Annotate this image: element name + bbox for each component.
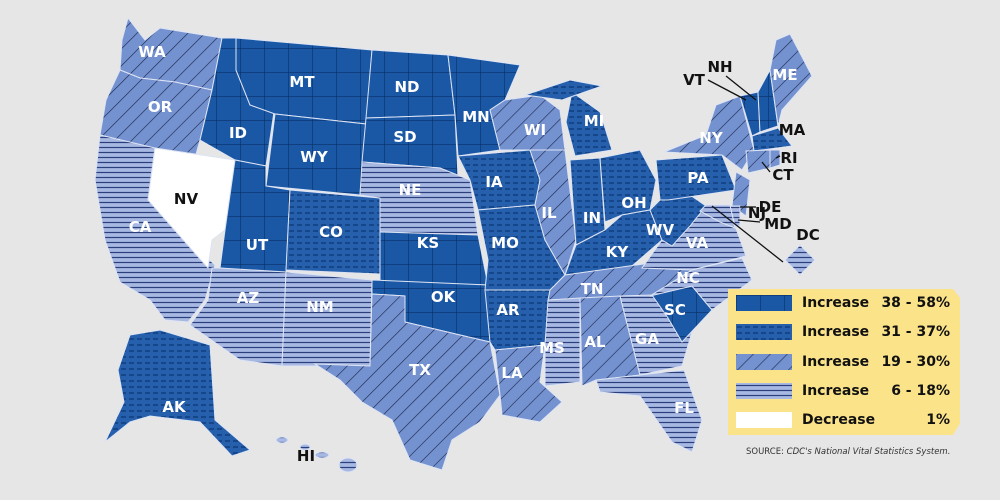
- state-mi: [565, 91, 613, 157]
- legend-label: Decrease: [802, 412, 876, 428]
- label-id: ID: [229, 124, 247, 142]
- label-az: AZ: [237, 289, 260, 307]
- state-ak: [104, 329, 251, 457]
- label-mo: MO: [491, 234, 519, 252]
- legend-item: Decrease 1%: [736, 409, 950, 431]
- label-wv: WV: [646, 221, 675, 239]
- label-me: ME: [772, 66, 797, 84]
- label-co: CO: [319, 223, 343, 241]
- label-hi: HI: [297, 447, 315, 465]
- state-me: [769, 33, 813, 127]
- label-dc: DC: [796, 226, 819, 244]
- label-ak: AK: [162, 398, 187, 416]
- state-md: [699, 204, 736, 229]
- state-pa: [655, 154, 737, 201]
- label-vt: VT: [683, 71, 706, 89]
- label-la: LA: [501, 364, 523, 382]
- label-tx: TX: [409, 361, 431, 379]
- state-ny: [663, 95, 755, 171]
- label-nm: NM: [306, 298, 333, 316]
- state-tx: [313, 293, 501, 471]
- label-ok: OK: [431, 288, 457, 306]
- label-ca: CA: [129, 218, 152, 236]
- label-nv: NV: [174, 190, 199, 208]
- label-ri: RI: [780, 149, 797, 167]
- label-md: MD: [764, 215, 791, 233]
- label-nh: NH: [707, 58, 732, 76]
- state-nm: [281, 271, 373, 367]
- state-ri: [769, 149, 781, 169]
- label-leader-lines: [707, 75, 784, 263]
- state-fl: [595, 369, 703, 453]
- state-la: [494, 344, 563, 423]
- legend-range: 6 - 18%: [891, 383, 950, 399]
- legend-swatch-horizontal: [736, 383, 792, 399]
- label-ne: NE: [399, 181, 422, 199]
- legend-swatch-diagonal: [736, 354, 792, 370]
- label-oh: OH: [621, 194, 646, 212]
- legend-label: Increase: [802, 295, 870, 311]
- label-wi: WI: [524, 121, 546, 139]
- state-ct: [745, 149, 771, 174]
- legend-range: 38 - 58%: [881, 295, 950, 311]
- state-nj: [731, 171, 751, 217]
- label-nd: ND: [394, 78, 419, 96]
- state-in: [569, 157, 606, 246]
- label-ks: KS: [417, 234, 439, 252]
- state-il: [529, 149, 577, 277]
- legend-swatch-grid: [736, 295, 792, 311]
- source-note: SOURCE: CDC's National Vital Statistics …: [746, 447, 950, 457]
- legend-range: 31 - 37%: [881, 324, 950, 340]
- legend-range: 19 - 30%: [881, 354, 950, 370]
- state-ma: [751, 127, 793, 152]
- legend-item: Increase 19 - 30%: [736, 351, 950, 373]
- label-ms: MS: [539, 339, 565, 357]
- label-wy: WY: [300, 148, 329, 166]
- label-de: DE: [759, 198, 782, 216]
- label-ar: AR: [496, 301, 520, 319]
- label-sd: SD: [393, 128, 416, 146]
- label-in: IN: [583, 209, 601, 227]
- label-al: AL: [584, 333, 606, 351]
- label-ia: IA: [485, 173, 503, 191]
- legend: Increase 38 - 58% Increase 31 - 37% Incr…: [728, 289, 960, 435]
- state-dc-inset: [784, 244, 816, 276]
- state-mi-upper: [524, 79, 604, 101]
- source-text: CDC's National Vital Statistics System.: [786, 447, 951, 457]
- label-ga: GA: [635, 330, 659, 348]
- label-ut: UT: [246, 236, 269, 254]
- label-ky: KY: [606, 243, 630, 261]
- state-ms: [544, 297, 581, 387]
- legend-item: Increase 6 - 18%: [736, 380, 950, 402]
- legend-range: 1%: [926, 412, 950, 428]
- state-hi: [275, 436, 358, 473]
- legend-item: Increase 38 - 58%: [736, 292, 950, 314]
- legend-item: Increase 31 - 37%: [736, 321, 950, 343]
- label-mn: MN: [462, 108, 489, 126]
- label-ma: MA: [779, 121, 806, 139]
- label-pa: PA: [687, 169, 709, 187]
- legend-swatch-dashes: [736, 324, 792, 340]
- label-mt: MT: [289, 73, 315, 91]
- label-il: IL: [541, 204, 557, 222]
- label-va: VA: [686, 234, 709, 252]
- label-ny: NY: [699, 129, 724, 147]
- label-fl: FL: [674, 399, 694, 417]
- label-sc: SC: [664, 301, 686, 319]
- state-ga: [619, 294, 693, 376]
- label-ct: CT: [772, 166, 794, 184]
- legend-swatch-white: [736, 412, 792, 428]
- legend-label: Increase: [802, 354, 870, 370]
- label-wa: WA: [138, 43, 166, 61]
- legend-label: Increase: [802, 383, 870, 399]
- label-nc: NC: [676, 269, 700, 287]
- label-mi: MI: [584, 112, 605, 130]
- label-tn: TN: [581, 280, 604, 298]
- label-or: OR: [148, 98, 173, 116]
- legend-label: Increase: [802, 324, 870, 340]
- source-prefix: SOURCE:: [746, 447, 787, 457]
- label-nj: NJ: [748, 204, 766, 222]
